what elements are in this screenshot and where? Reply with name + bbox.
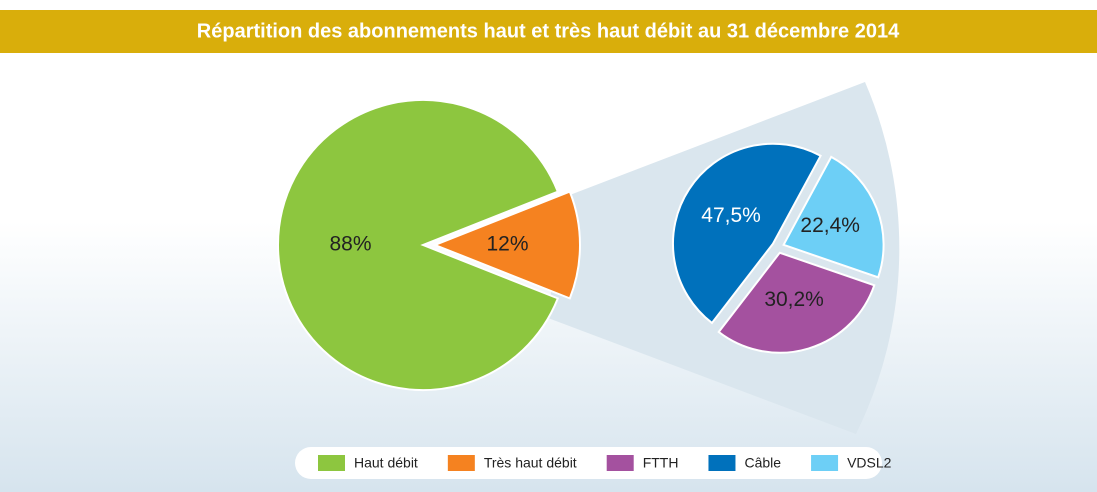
data-label: 47,5% (701, 204, 761, 227)
legend-label: Câble (744, 455, 781, 471)
pie-slice (277, 99, 560, 391)
legend-swatch (606, 455, 634, 471)
legend-swatch (708, 455, 736, 471)
legend: Haut débit Très haut débit FTTH Câble VDSL2 (318, 455, 892, 471)
data-label: 88% (329, 233, 371, 256)
pie-slice (717, 251, 876, 354)
data-label: 22,4% (800, 214, 860, 237)
data-label: 30,2% (764, 288, 824, 311)
legend-label: VDSL2 (847, 455, 892, 471)
legend-label: Très haut débit (484, 455, 577, 471)
legend-label: FTTH (643, 455, 679, 471)
legend-swatch (447, 455, 475, 471)
pie-slice (671, 142, 822, 325)
pie-slice (782, 155, 885, 279)
legend-swatch (811, 455, 839, 471)
title-bar (0, 10, 1097, 53)
legend-swatch (318, 455, 345, 471)
data-label: 12% (486, 233, 528, 256)
chart-title: Répartition des abonnements haut et très… (197, 20, 900, 42)
legend-label: Haut débit (354, 455, 418, 471)
pies: 88% 12% 30,2% 47,5% 22,4% (277, 99, 885, 391)
pie-slice (432, 190, 581, 300)
